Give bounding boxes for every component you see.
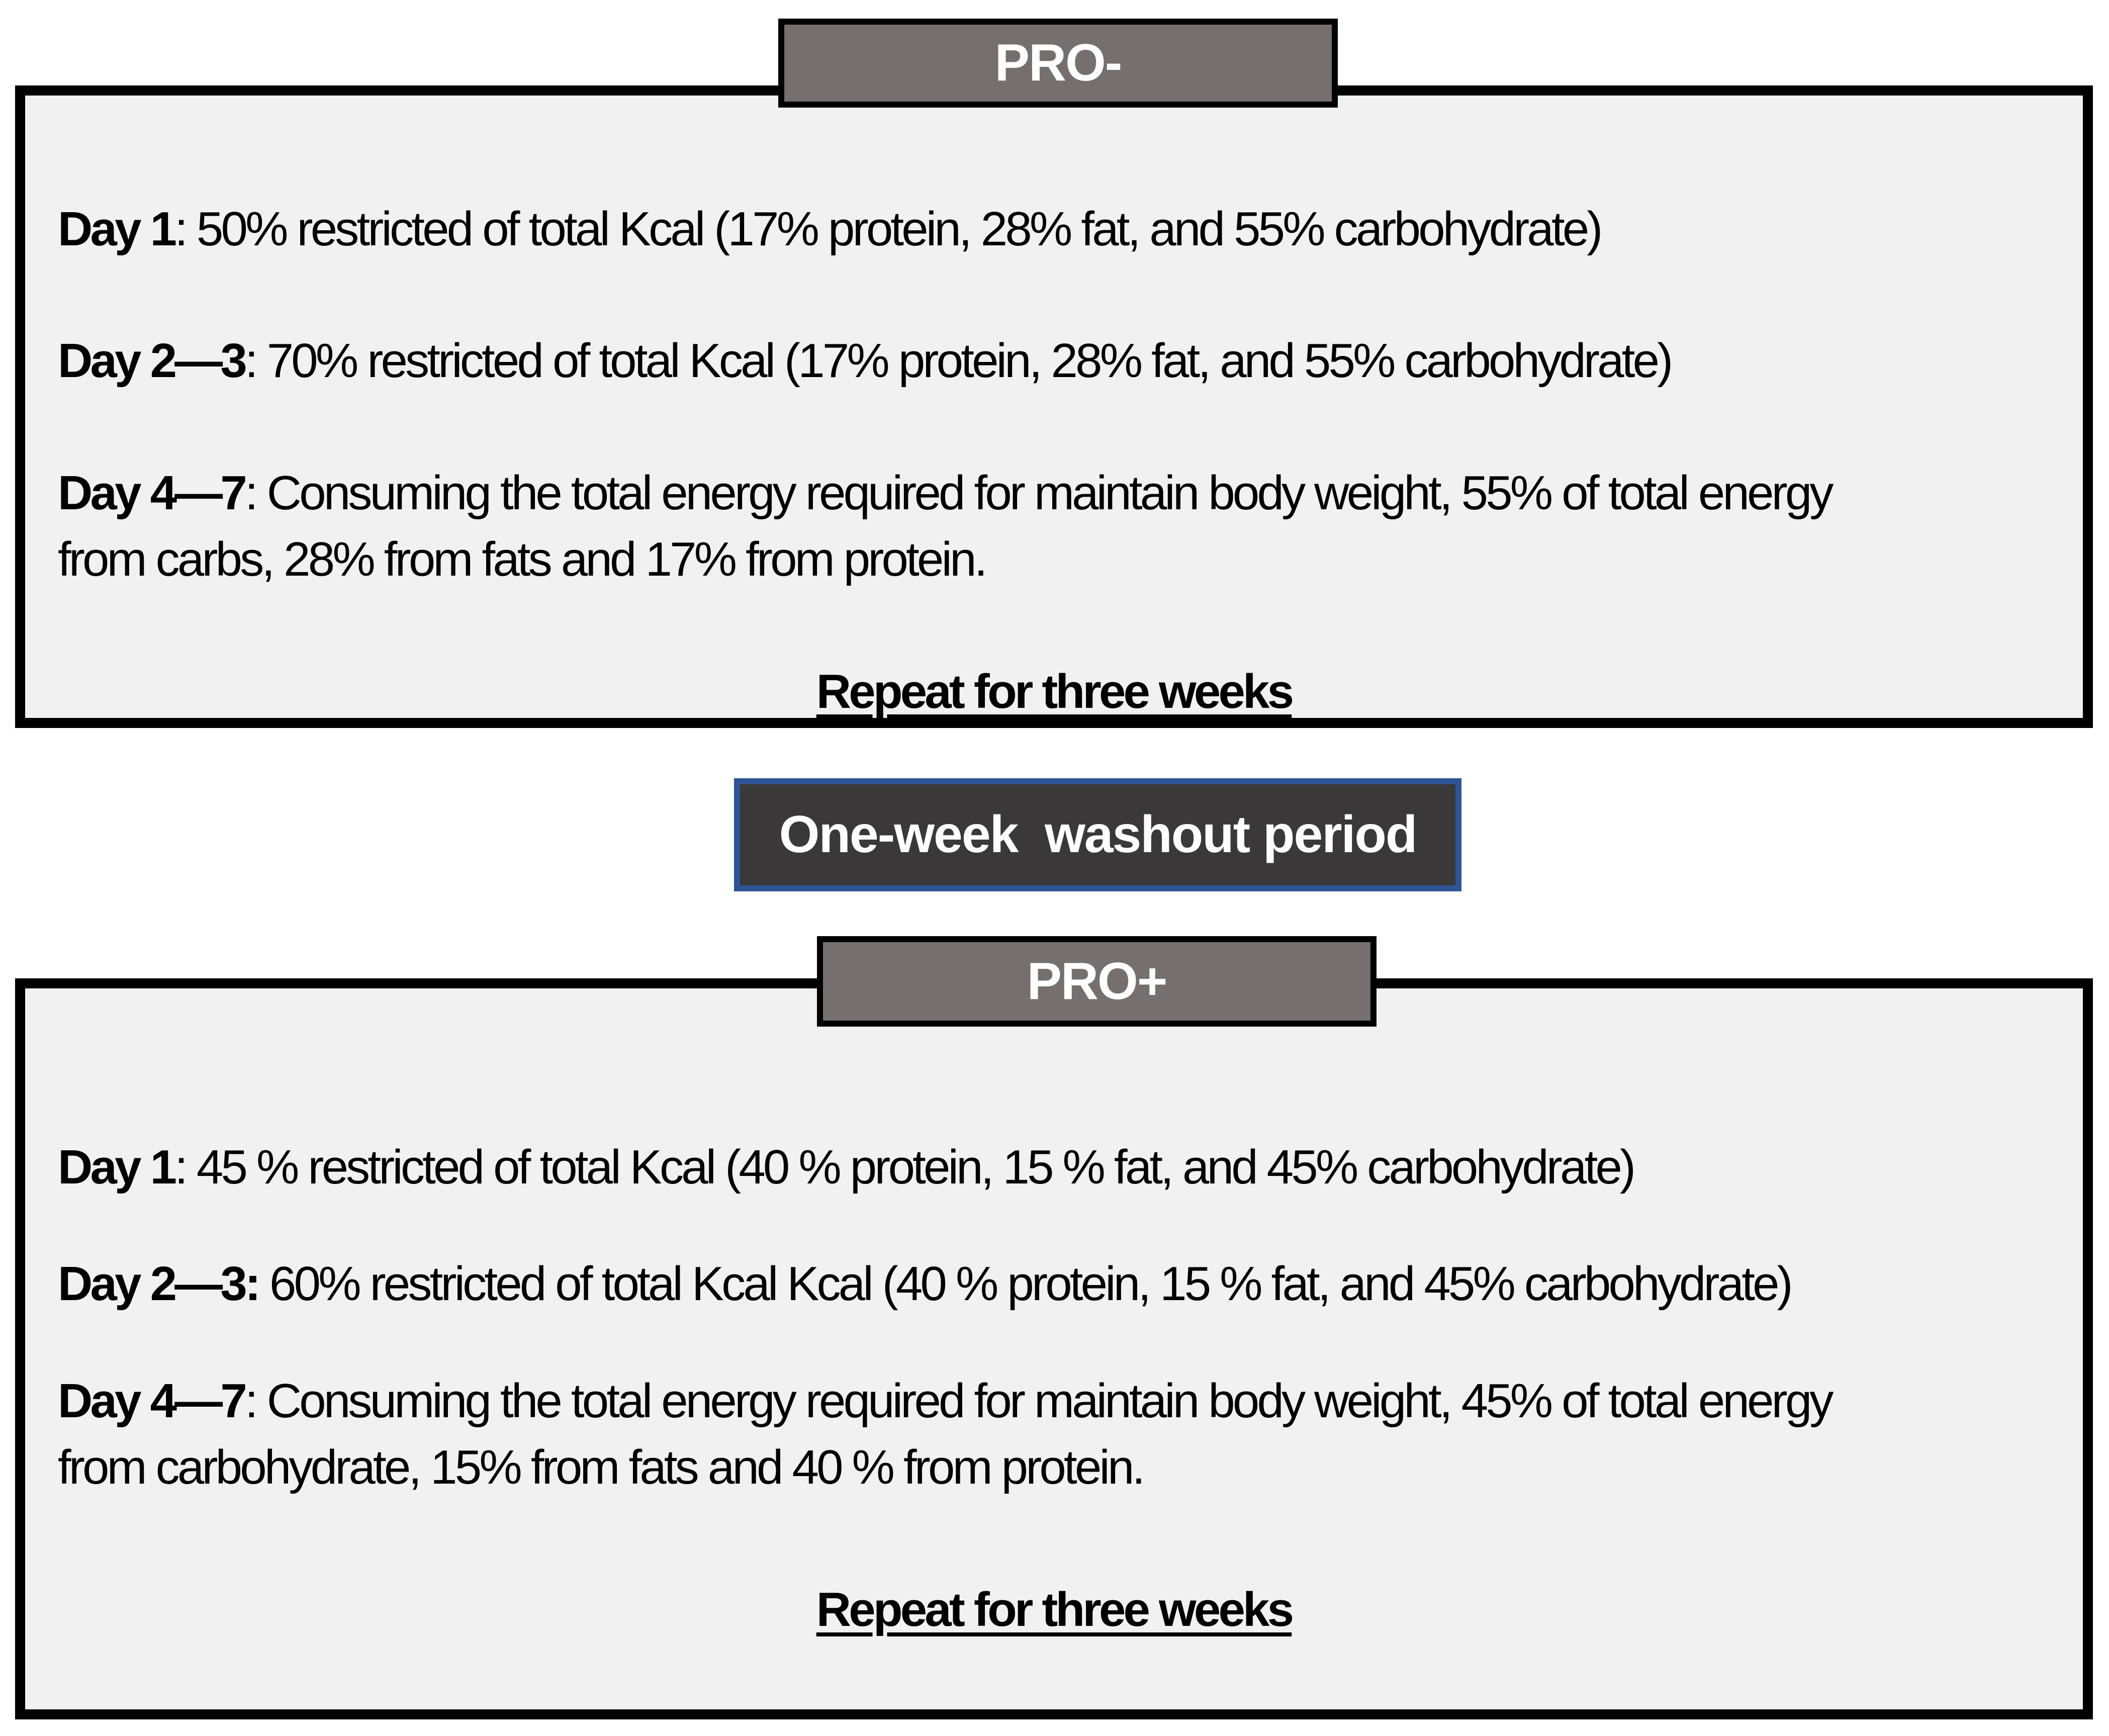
line-text: : 70% restricted of total Kcal (17% prot… xyxy=(244,334,1673,388)
protocol-line-day1: Day 1: 50% restricted of total Kcal (17%… xyxy=(58,196,1918,262)
pro-minus-panel: Day 1: 50% restricted of total Kcal (17%… xyxy=(15,85,2093,728)
day-label: Day 2—3 xyxy=(58,334,247,388)
repeat-note: Repeat for three weeks xyxy=(58,1577,2050,1643)
pro-plus-tab: PRO+ xyxy=(817,936,1377,1027)
protocol-line-day2-3: Day 2—3: 60% restricted of total Kcal Kc… xyxy=(58,1251,1918,1317)
pro-minus-tab: PRO- xyxy=(778,19,1338,108)
pro-plus-panel: Day 1: 45 % restricted of total Kcal (40… xyxy=(15,978,2093,1719)
line-text: : Consuming the total energy required fo… xyxy=(58,466,1833,587)
day-label: Day 4—7 xyxy=(58,1374,247,1428)
protocol-line-day2-3: Day 2—3: 70% restricted of total Kcal (1… xyxy=(58,328,1918,394)
day-label: Day 1 xyxy=(58,1140,177,1194)
line-text: : Consuming the total energy required fo… xyxy=(58,1374,1833,1495)
day-label: Day 2—3: xyxy=(58,1257,261,1311)
repeat-note: Repeat for three weeks xyxy=(58,659,2050,725)
pro-plus-tab-label: PRO+ xyxy=(1027,952,1168,1011)
protocol-line-day4-7: Day 4—7: Consuming the total energy requ… xyxy=(58,1368,1918,1501)
repeat-note-text: Repeat for three weeks xyxy=(816,664,1294,718)
line-text: 60% restricted of total Kcal Kcal (40 % … xyxy=(258,1257,1793,1311)
protocol-line-day1: Day 1: 45 % restricted of total Kcal (40… xyxy=(58,1134,1918,1201)
repeat-note-text: Repeat for three weeks xyxy=(816,1582,1294,1636)
line-text: : 45 % restricted of total Kcal (40 % pr… xyxy=(174,1140,1636,1194)
day-label: Day 1 xyxy=(58,202,177,256)
protocol-line-day4-7: Day 4—7: Consuming the total energy requ… xyxy=(58,460,1918,593)
pro-minus-tab-label: PRO- xyxy=(994,34,1123,92)
day-label: Day 4—7 xyxy=(58,466,247,520)
washout-box: One-week washout period xyxy=(734,778,1461,891)
pro-plus-content: Day 1: 45 % restricted of total Kcal (40… xyxy=(25,988,2083,1643)
washout-label: One-week washout period xyxy=(779,805,1418,864)
pro-minus-content: Day 1: 50% restricted of total Kcal (17%… xyxy=(25,96,2083,725)
line-text: : 50% restricted of total Kcal (17% prot… xyxy=(174,202,1603,256)
